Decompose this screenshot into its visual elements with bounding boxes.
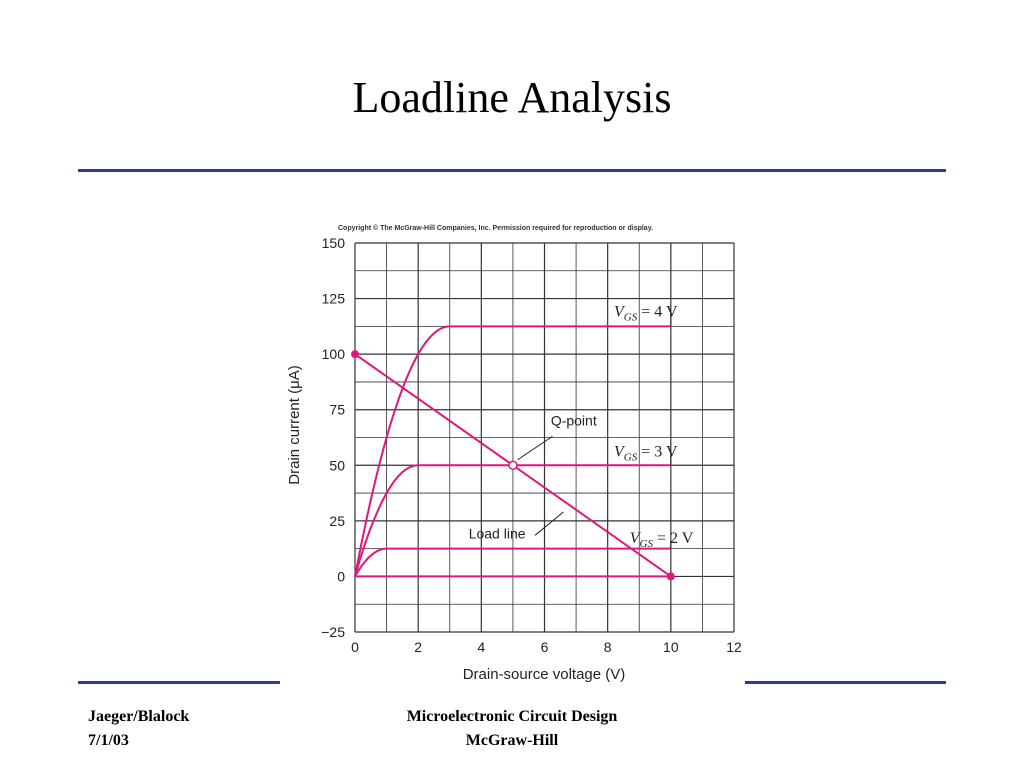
loadline-chart: Copyright © The McGraw-Hill Companies, I…	[286, 224, 742, 683]
vgs-label-vgs3: VGS = 3 V	[614, 443, 678, 463]
device-curve-3	[354, 547, 671, 577]
device-curve-2	[354, 464, 671, 577]
load-line-leader	[534, 511, 564, 536]
y-axis-label: Drain current (μA)	[286, 365, 303, 485]
y-tick-label: 0	[337, 568, 345, 584]
title-divider	[78, 169, 946, 172]
x-tick-label: 0	[351, 639, 359, 655]
y-tick-label: 150	[322, 235, 346, 251]
qpoint-label: Q-point	[551, 412, 597, 428]
load-line-endpoint	[351, 350, 359, 359]
y-tick-label: 125	[322, 291, 346, 307]
footer-author: Jaeger/Blalock	[88, 708, 190, 725]
x-tick-label: 2	[414, 639, 422, 655]
footer-publisher: McGraw-Hill	[465, 732, 559, 749]
x-axis-label: Drain-source voltage (V)	[463, 666, 626, 683]
y-tick-label: −25	[321, 624, 345, 640]
vgs-label-vgs2: VGS = 2 V	[630, 530, 694, 550]
x-tick-label: 4	[477, 639, 485, 655]
q-point-marker	[508, 460, 518, 471]
loadline-label: Load line	[469, 526, 526, 542]
y-tick-label: 25	[329, 513, 345, 529]
q-point-leader	[517, 435, 553, 461]
load-line-endpoint	[666, 572, 675, 581]
footer-divider-left	[78, 681, 280, 684]
vgs-label-vgs4: VGS = 4 V	[614, 303, 678, 323]
y-tick-label: 75	[329, 402, 345, 418]
footer-divider-right	[745, 681, 946, 684]
plot-series	[351, 325, 675, 581]
x-tick-label: 10	[663, 639, 679, 655]
plot-annotations: VGS = 4 V VGS = 3 V VGS = 2 V Q-point Load l…	[469, 303, 694, 550]
footer-date: 7/1/03	[88, 732, 129, 749]
plot-grid	[354, 242, 735, 633]
x-tick-label: 8	[604, 639, 612, 655]
device-curve-1	[354, 325, 671, 577]
axis-ticks: 0 2 4 6 8 10 12 150 125 100 75 50 25 0 −25	[321, 235, 742, 655]
y-tick-label: 100	[322, 346, 346, 362]
x-tick-label: 6	[541, 639, 549, 655]
x-tick-label: 12	[726, 639, 742, 655]
copyright-notice: Copyright © The McGraw-Hill Companies, I…	[338, 224, 653, 232]
footer-course: Microelectronic Circuit Design	[406, 708, 618, 725]
slide-title: Loadline Analysis	[352, 73, 672, 122]
y-tick-label: 50	[329, 457, 345, 473]
